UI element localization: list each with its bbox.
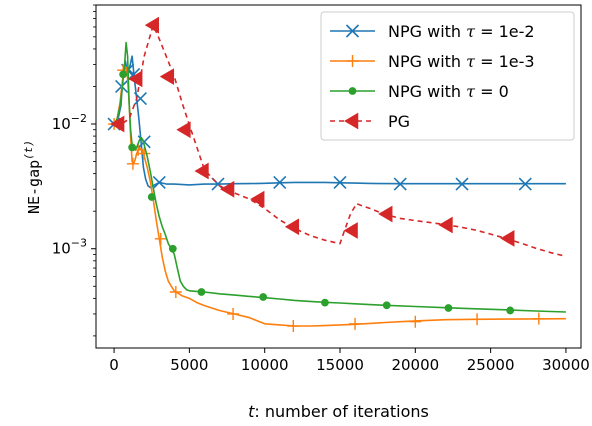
legend-entry: NPG with τ = 1e-3 [330,52,535,71]
series-line [113,55,566,189]
ticks-layer: 0 5000 10000 15000 20000 25000 30000 10−2 10−3 [52,4,590,374]
series-marker [227,307,240,320]
legend-entry: NPG with τ = 0 [330,82,509,101]
legend-label: NPG with τ = 0 [388,82,509,101]
series-marker [518,177,532,191]
legend-label: NPG with τ = 1e-2 [388,22,535,41]
series-layer [107,16,567,333]
x-tick-label: 10000 [241,356,289,374]
y-tick-label: 10−3 [52,237,87,258]
series-marker [444,304,453,312]
x-axis-title: t: number of iterations [248,402,429,421]
legend-label: NPG with τ = 1e-3 [388,52,535,71]
series-marker [382,301,391,310]
series-marker [333,175,347,190]
series-marker [287,320,300,333]
legend-marker [345,24,360,38]
series-marker [378,205,393,223]
series-marker [500,230,515,247]
series-marker [438,216,453,234]
series-marker [273,175,287,190]
x-tick-label: 0 [109,356,119,374]
legend: NPG with τ = 1e-2 NPG with τ = 1e-3 NPG wi… [320,11,575,141]
x-tick-label: 15000 [316,356,364,374]
x-tick-label: 5000 [170,356,208,374]
series-marker [321,298,329,307]
y-tick-label: 10−2 [52,112,87,133]
series-marker [152,175,166,190]
y-axis-title: NE-gap(t) [22,140,43,214]
legend-entry: NPG with τ = 1e-2 [330,22,535,41]
series-marker [154,232,167,245]
series-4 [110,16,567,258]
series-marker [168,244,177,253]
series-marker [343,222,358,239]
series-marker [110,115,125,133]
series-marker [128,70,143,88]
series-marker [409,315,422,328]
series-marker [532,312,545,325]
series-marker [138,147,151,160]
series-marker [471,313,484,326]
series-marker [393,177,407,191]
legend-entries: NPG with τ = 1e-2 NPG with τ = 1e-3 NPG wi… [330,22,535,131]
x-tick-label: 20000 [391,356,439,374]
series-marker [176,121,191,139]
series-marker [126,157,139,170]
series-marker [259,293,268,301]
x-tick-label: 25000 [467,356,515,374]
x-tick-label: 30000 [542,356,590,374]
plot-frame [95,4,582,349]
series-marker [133,91,147,106]
legend-marker [344,112,359,130]
series-marker [119,70,128,79]
series-marker [506,306,515,315]
legend-box [320,11,575,141]
series-line [113,41,566,313]
series-2 [108,64,566,333]
series-marker [455,177,469,191]
legend-marker [346,55,359,67]
series-marker [128,143,137,152]
series-marker [284,218,300,236]
series-marker [220,180,235,198]
series-marker [349,317,362,330]
series-3 [113,41,566,315]
series-marker [194,162,209,180]
series-marker [169,285,182,298]
series-marker [250,190,265,208]
series-marker [159,68,175,85]
series-line [114,24,567,258]
legend-label: PG [388,112,410,131]
series-marker [147,193,156,201]
series-marker [144,16,159,34]
legend-marker [348,87,357,95]
legend-entry: PG [330,112,410,131]
series-marker [197,288,206,296]
